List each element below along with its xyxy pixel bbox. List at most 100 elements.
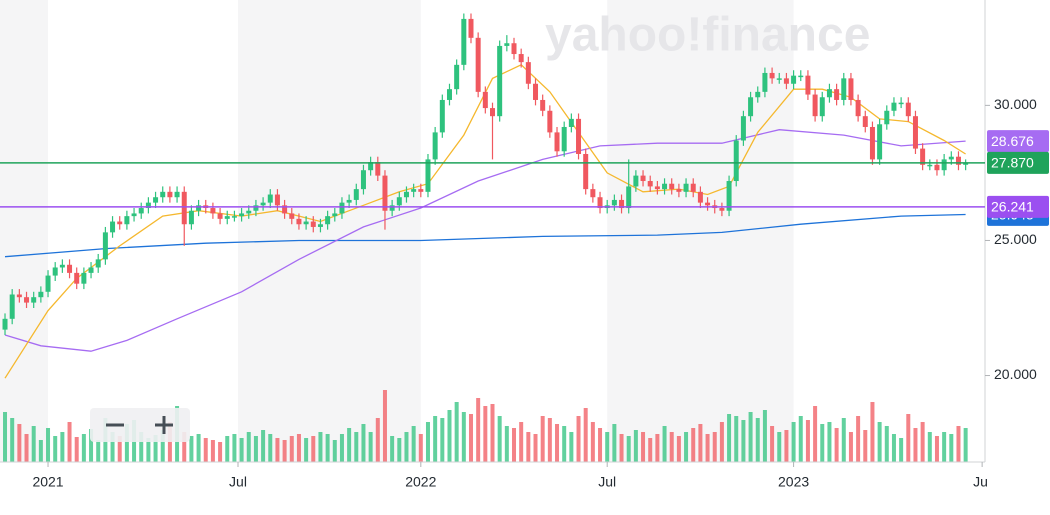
volume-bar — [311, 436, 316, 462]
candle-body — [425, 159, 431, 192]
candle-body — [45, 275, 51, 292]
candle-body — [848, 78, 854, 100]
zoom-in-button[interactable] — [144, 412, 184, 438]
candle-body — [547, 110, 553, 133]
candle-body — [841, 78, 847, 100]
candle-body — [597, 197, 603, 209]
volume-bar — [533, 434, 538, 462]
candle-body — [16, 294, 22, 298]
price-tag-label: 28.676 — [991, 133, 1034, 149]
volume-bar — [354, 432, 359, 462]
candle-body — [196, 205, 202, 211]
volume-bar — [454, 402, 459, 462]
candle-body — [662, 183, 668, 190]
volume-bar — [956, 426, 961, 462]
candle-body — [705, 202, 711, 206]
volume-bar — [347, 428, 352, 462]
volume-bar — [203, 438, 208, 462]
volume-bar — [124, 424, 129, 462]
volume-bar — [411, 426, 416, 462]
candle-body — [912, 116, 918, 149]
candle-body — [461, 18, 467, 65]
volume-bar — [834, 428, 839, 462]
volume-bar — [253, 436, 258, 462]
candle-body — [855, 99, 861, 117]
candle-body — [353, 189, 359, 200]
volume-bar — [196, 434, 201, 462]
volume-bar — [289, 436, 294, 462]
candle-body — [246, 210, 252, 214]
volume-bar — [38, 440, 43, 462]
volume-bar — [160, 430, 165, 462]
candle-body — [819, 97, 825, 117]
candle-body — [733, 140, 739, 182]
candle-body — [145, 202, 151, 209]
volume-bar — [619, 434, 624, 462]
zoom-out-button[interactable] — [96, 412, 136, 438]
volume-bar — [375, 418, 380, 462]
volume-bar — [461, 412, 466, 462]
volume-bar — [304, 438, 309, 462]
candle-body — [869, 126, 875, 160]
volume-bar — [927, 432, 932, 462]
volume-bar — [361, 424, 366, 462]
volume-bar — [841, 418, 846, 462]
volume-bar — [210, 440, 215, 462]
candle-body — [95, 259, 101, 268]
x-tick-label: Jul — [598, 474, 616, 490]
moving-average-line — [4, 129, 966, 352]
volume-bar — [46, 428, 51, 462]
candle-body — [138, 208, 144, 214]
volume-bar — [526, 432, 531, 462]
candle-body — [67, 264, 73, 273]
volume-bar — [261, 430, 266, 462]
volume-bar — [884, 426, 889, 462]
volume-bar — [748, 412, 753, 462]
volume-bar — [468, 414, 473, 462]
volume-bar — [325, 434, 330, 462]
candle-body — [748, 97, 754, 117]
candle-body — [762, 72, 768, 92]
volume-bar — [899, 438, 904, 462]
volume-bar — [60, 432, 65, 462]
volume-bar — [3, 412, 8, 462]
x-tick-label: Jul — [229, 474, 247, 490]
candle-body — [554, 132, 560, 152]
volume-bar — [576, 416, 581, 462]
volume-bar — [189, 436, 194, 462]
volume-bar — [418, 434, 423, 462]
x-tick-label: Jul — [973, 474, 991, 490]
volume-bar — [827, 422, 832, 462]
candle-body — [396, 197, 402, 206]
candle-body — [31, 297, 37, 303]
candle-body — [210, 208, 216, 214]
volume-bar — [913, 428, 918, 462]
candle-body — [490, 108, 495, 117]
candle-body — [289, 213, 295, 219]
candle-body — [568, 118, 574, 127]
candle-body — [382, 175, 388, 211]
candle-body — [339, 202, 345, 214]
volume-bar — [719, 422, 724, 462]
volume-bar — [870, 402, 875, 462]
volume-bar — [81, 434, 86, 462]
candle-body — [955, 156, 961, 165]
candle-body — [891, 102, 897, 111]
candle-body — [110, 221, 116, 233]
candle-body — [798, 75, 804, 78]
candle-body — [669, 183, 675, 190]
candle-body — [654, 186, 660, 190]
candle-body — [791, 75, 797, 84]
volume-bar — [368, 432, 373, 462]
volume-bar — [53, 436, 58, 462]
candle-body — [927, 164, 933, 167]
candle-body — [432, 132, 438, 160]
volume-bar — [504, 426, 509, 462]
volume-bar — [440, 418, 445, 462]
volume-bar — [698, 424, 703, 462]
candle-body — [411, 189, 417, 192]
price-tag — [987, 195, 1049, 218]
candle-body — [217, 213, 223, 219]
candle-body — [905, 102, 911, 117]
x-labels: 2021 Jul 2022 Jul 2023 Jul — [32, 462, 991, 490]
